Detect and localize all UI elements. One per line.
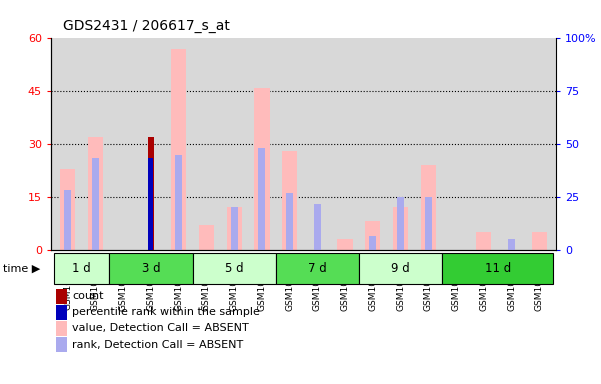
Bar xyxy=(148,158,153,250)
Bar xyxy=(109,253,192,284)
Bar xyxy=(397,197,404,250)
Bar xyxy=(393,207,408,250)
Text: 9 d: 9 d xyxy=(391,262,410,275)
Bar xyxy=(276,253,359,284)
Bar xyxy=(56,321,67,336)
Bar xyxy=(476,232,492,250)
Text: GDS2431 / 206617_s_at: GDS2431 / 206617_s_at xyxy=(63,19,230,33)
Text: rank, Detection Call = ABSENT: rank, Detection Call = ABSENT xyxy=(72,339,243,349)
Text: value, Detection Call = ABSENT: value, Detection Call = ABSENT xyxy=(72,323,249,333)
Bar xyxy=(254,88,269,250)
Bar xyxy=(64,190,71,250)
Text: 5 d: 5 d xyxy=(225,262,243,275)
Bar xyxy=(442,253,553,284)
Bar xyxy=(314,204,321,250)
Text: time ▶: time ▶ xyxy=(3,264,40,274)
Bar xyxy=(282,151,297,250)
Bar xyxy=(365,222,380,250)
Bar xyxy=(54,253,109,284)
Bar xyxy=(338,239,353,250)
Bar xyxy=(370,235,376,250)
Text: count: count xyxy=(72,291,104,301)
Bar xyxy=(192,253,276,284)
Text: 1 d: 1 d xyxy=(72,262,91,275)
Bar xyxy=(227,207,242,250)
Bar xyxy=(92,158,99,250)
Bar xyxy=(286,193,293,250)
Bar xyxy=(258,147,266,250)
Bar xyxy=(425,197,432,250)
Text: percentile rank within the sample: percentile rank within the sample xyxy=(72,307,260,317)
Bar xyxy=(199,225,214,250)
Text: 7 d: 7 d xyxy=(308,262,327,275)
Bar xyxy=(56,337,67,352)
Bar xyxy=(532,232,547,250)
Bar xyxy=(60,169,75,250)
Bar xyxy=(421,165,436,250)
Text: 3 d: 3 d xyxy=(142,262,160,275)
Bar xyxy=(56,305,67,320)
Text: 11 d: 11 d xyxy=(484,262,511,275)
Bar xyxy=(148,137,154,250)
Bar xyxy=(231,207,237,250)
Bar xyxy=(508,239,515,250)
Bar xyxy=(56,289,67,304)
Bar xyxy=(175,155,182,250)
Bar xyxy=(359,253,442,284)
Bar xyxy=(171,49,186,250)
Bar xyxy=(88,137,103,250)
